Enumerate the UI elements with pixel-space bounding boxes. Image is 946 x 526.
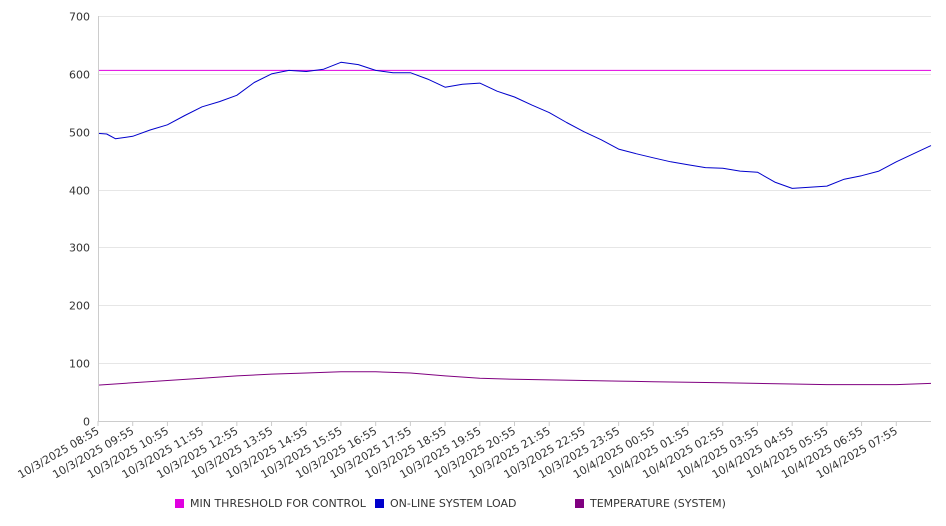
gridlines xyxy=(98,16,931,364)
series-line-temperature xyxy=(97,371,932,386)
legend-item-min-threshold: MIN THRESHOLD FOR CONTROL xyxy=(175,497,366,510)
legend-label-temperature: TEMPERATURE (SYSTEM) xyxy=(590,497,726,510)
y-tick-label: 400 xyxy=(69,185,90,198)
legend-swatch-temperature xyxy=(575,499,584,508)
legend-item-online-system-load: ON-LINE SYSTEM LOAD xyxy=(375,497,516,510)
y-tick-label: 500 xyxy=(69,127,90,140)
legend-swatch-min-threshold xyxy=(175,499,184,508)
y-tick-label: 300 xyxy=(69,242,90,255)
y-axis-ticks: 0 100 200 300 400 500 600 700 xyxy=(69,11,90,429)
y-tick-label: 100 xyxy=(69,358,90,371)
legend-item-temperature: TEMPERATURE (SYSTEM) xyxy=(575,497,726,510)
legend-swatch-online-system-load xyxy=(375,499,384,508)
y-tick-label: 200 xyxy=(69,300,90,313)
series-lines xyxy=(97,61,932,386)
y-tick-label: 600 xyxy=(69,69,90,82)
y-tick-label: 0 xyxy=(83,416,90,429)
legend: MIN THRESHOLD FOR CONTROL ON-LINE SYSTEM… xyxy=(0,497,946,515)
legend-label-online-system-load: ON-LINE SYSTEM LOAD xyxy=(390,497,517,510)
y-tick-label: 700 xyxy=(69,11,90,24)
legend-label-min-threshold: MIN THRESHOLD FOR CONTROL xyxy=(190,497,366,510)
series-line-online-system-load xyxy=(97,61,932,189)
